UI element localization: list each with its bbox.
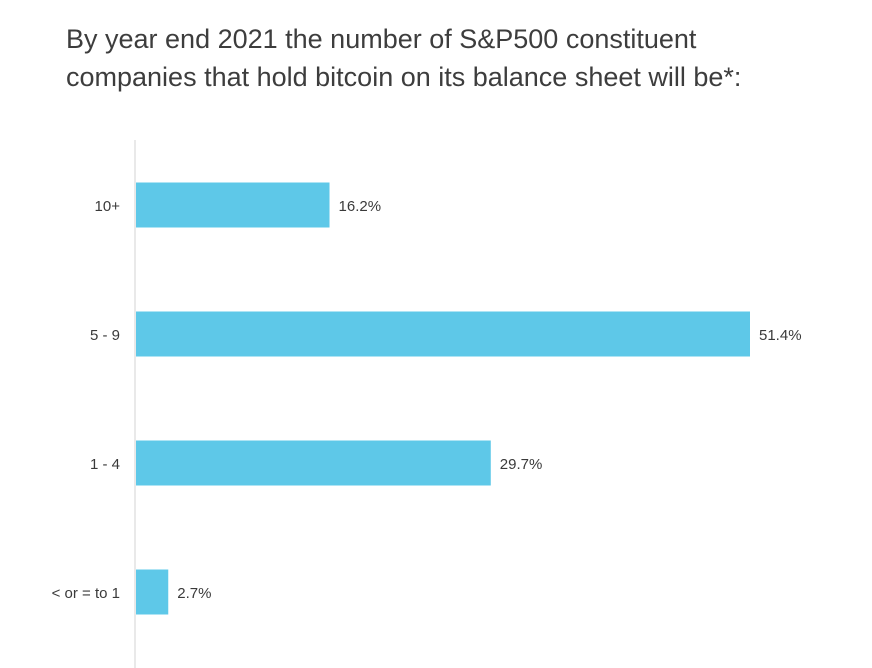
value-label-0: 16.2%	[339, 198, 382, 215]
value-label-2: 29.7%	[500, 456, 543, 473]
category-label-1: 5 - 9	[90, 327, 120, 344]
bar-1	[136, 311, 750, 357]
chart-title-line-2: companies that hold bitcoin on its balan…	[66, 62, 742, 92]
bar-2	[136, 440, 491, 486]
bar-0	[136, 182, 330, 228]
category-label-3: < or = to 1	[52, 585, 120, 602]
value-label-1: 51.4%	[759, 327, 802, 344]
category-label-0: 10+	[95, 198, 121, 215]
category-label-2: 1 - 4	[90, 456, 120, 473]
chart-title-line-1: By year end 2021 the number of S&P500 co…	[66, 24, 697, 54]
value-label-3: 2.7%	[177, 585, 211, 602]
chart-title: By year end 2021 the number of S&P500 co…	[66, 20, 846, 96]
bar-3	[136, 569, 169, 615]
